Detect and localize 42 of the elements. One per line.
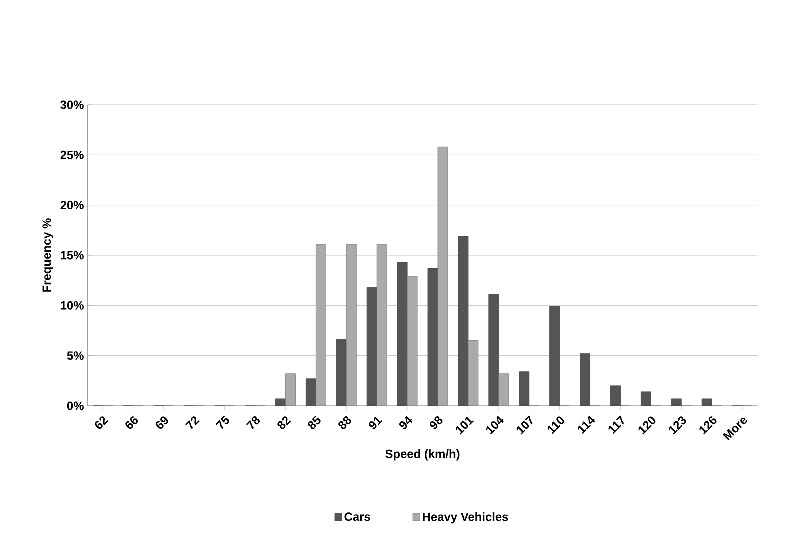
bar	[610, 386, 621, 406]
y-tick-label: 10%	[61, 301, 84, 310]
bar	[336, 340, 347, 406]
y-tick-label: 25%	[60, 150, 84, 160]
x-tick-label: 114	[578, 416, 596, 434]
x-tick-label: 123	[669, 416, 686, 435]
x-tick-label: 62	[95, 416, 109, 430]
x-tick-label: 69	[156, 416, 168, 430]
x-tick-label: 98	[430, 416, 443, 430]
y-tick-label: 0%	[67, 402, 84, 410]
bar	[366, 287, 378, 406]
x-axis-title: Speed (km/h)	[386, 450, 460, 461]
legend-label: Cars	[344, 512, 370, 522]
bar	[286, 374, 296, 406]
y-tick-label: 15%	[61, 251, 84, 260]
x-tick-label: 126	[700, 416, 717, 435]
y-axis-title: Frequency %	[42, 218, 54, 292]
x-tick-label: 120	[638, 416, 656, 435]
x-tick-label: 72	[185, 416, 200, 430]
y-tick-label: 5%	[67, 352, 84, 360]
x-tick-label: 85	[308, 416, 321, 430]
bar	[550, 306, 560, 406]
x-tick-label: 107	[516, 416, 533, 435]
legend-label: Heavy Vehicles	[423, 512, 508, 524]
bar	[498, 374, 510, 406]
x-tick-label: 82	[278, 416, 292, 430]
x-tick-label: 117	[608, 416, 624, 434]
bar	[488, 294, 500, 406]
x-tick-label: 91	[369, 416, 383, 430]
x-tick-label: 110	[548, 416, 564, 434]
x-tick-label: 75	[216, 416, 230, 430]
x-tick-label: 94	[399, 416, 413, 430]
x-tick-label: 66	[126, 416, 138, 430]
y-tick-label: 20%	[60, 201, 84, 210]
x-tick-label: 104	[486, 416, 504, 435]
x-tick-label: 88	[338, 416, 352, 430]
x-tick-label: 78	[246, 416, 260, 430]
bar	[580, 354, 590, 406]
bar	[519, 372, 530, 406]
x-tick-label: 101	[456, 416, 474, 435]
bar	[306, 378, 316, 406]
y-tick-label: 30%	[60, 100, 84, 110]
